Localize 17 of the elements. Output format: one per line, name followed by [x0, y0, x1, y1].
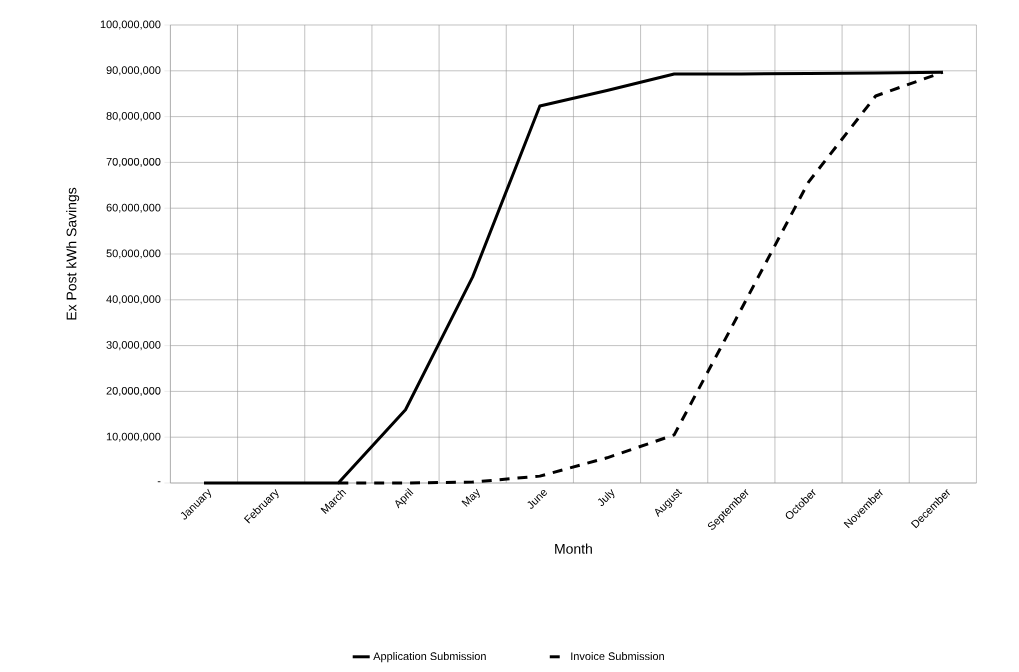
- y-tick-label: 70,000,000: [106, 157, 161, 167]
- legend-label: Invoice Submission: [571, 652, 664, 661]
- y-tick-label: 10,000,000: [106, 432, 161, 442]
- y-tick-label: 50,000,000: [106, 249, 161, 259]
- y-axis-title: Ex Post kWh Savings: [66, 187, 80, 320]
- x-tick-label: July: [597, 489, 615, 506]
- x-axis-title: Month: [555, 543, 592, 554]
- x-tick-label: May: [461, 488, 480, 507]
- y-tick-label: -: [157, 481, 161, 483]
- y-tick-label: 60,000,000: [106, 203, 161, 213]
- y-tick-label: 30,000,000: [106, 341, 161, 351]
- y-tick-label: 20,000,000: [106, 386, 161, 396]
- y-tick-label: 80,000,000: [106, 112, 161, 122]
- y-tick-label: 100,000,000: [100, 20, 161, 30]
- y-tick-label: 40,000,000: [106, 295, 161, 305]
- legend-label: Application Submission: [373, 652, 486, 663]
- y-tick-label: 90,000,000: [106, 66, 161, 76]
